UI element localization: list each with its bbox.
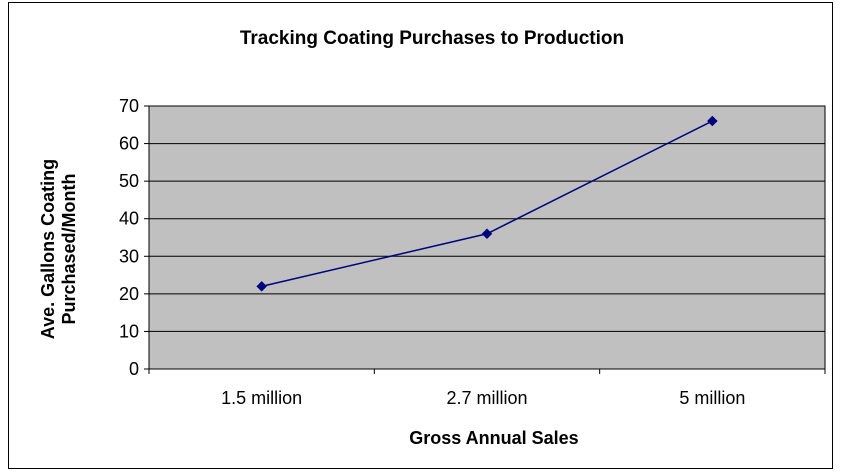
x-tick-label-0: 1.5 million — [221, 388, 302, 408]
x-tick-label-2: 5 million — [679, 388, 745, 408]
data-point-2 — [706, 115, 718, 127]
y-axis-title-line-1: Ave. Gallons Coating — [38, 159, 58, 339]
x-tick-label-1: 2.7 million — [446, 388, 527, 408]
series-coating — [256, 115, 718, 292]
y-tick-label-70: 70 — [119, 96, 139, 116]
line-chart: Tracking Coating Purchases to Production… — [38, 28, 826, 448]
data-point-1 — [481, 228, 493, 240]
y-tick-label-0: 0 — [129, 359, 139, 379]
y-tick-label-40: 40 — [119, 209, 139, 229]
chart-title: Tracking Coating Purchases to Production — [240, 28, 624, 49]
x-axis-ticks: 1.5 million 2.7 million 5 million — [148, 369, 826, 408]
y-tick-label-30: 30 — [119, 246, 139, 266]
y-axis-ticks: 0 10 20 30 40 50 60 70 — [119, 96, 149, 379]
grid-lines — [149, 143, 825, 332]
y-tick-label-10: 10 — [119, 321, 139, 341]
y-tick-label-20: 20 — [119, 284, 139, 304]
y-tick-label-60: 60 — [119, 134, 139, 154]
x-axis-title: Gross Annual Sales — [409, 428, 578, 448]
y-axis-title-line-2: Purchased/Month — [59, 173, 79, 324]
data-point-0 — [256, 280, 268, 292]
y-tick-label-50: 50 — [119, 171, 139, 191]
chart-frame: Tracking Coating Purchases to Production… — [8, 2, 833, 469]
